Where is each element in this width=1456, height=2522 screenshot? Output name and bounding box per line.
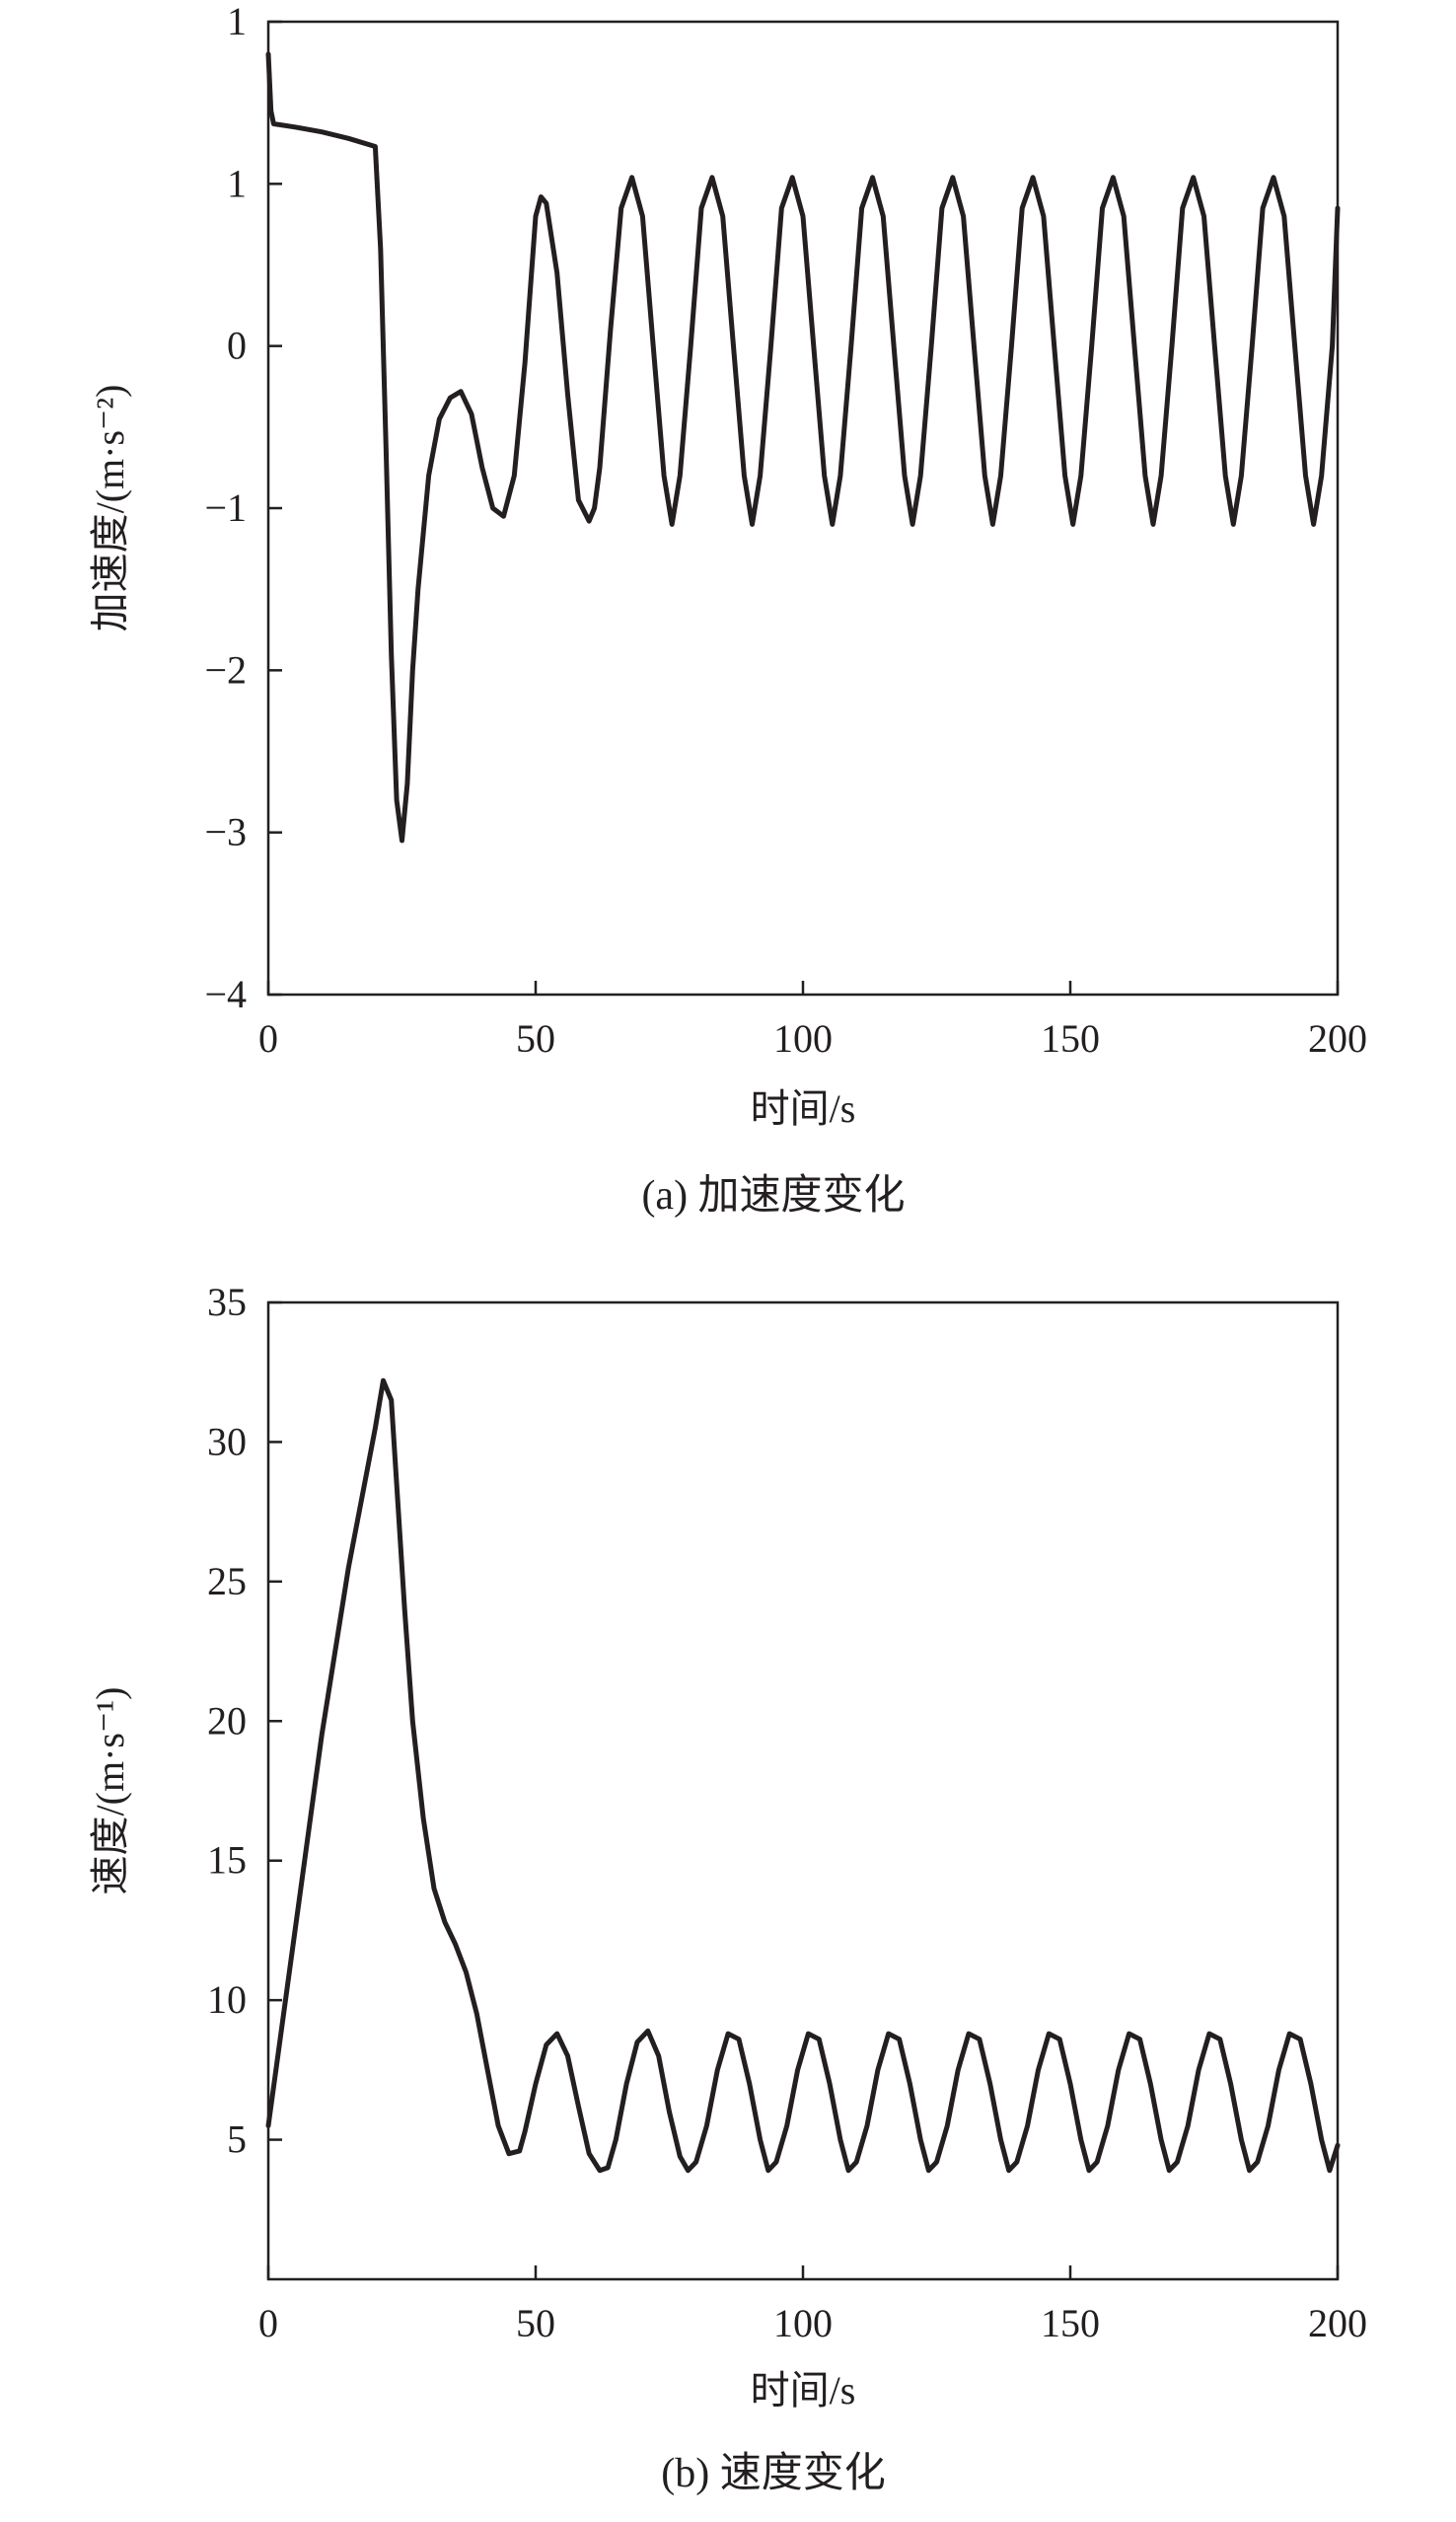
chart-acceleration: 0 50 100 150 200 −4 −3 −2 −1 0 1 1 时间/s 加速度/(m·s⁻²) (a… (88, 0, 1367, 1219)
x-tick-label: 150 (1041, 2301, 1100, 2345)
x-tick-label: 0 (258, 1016, 278, 1061)
y-tick-label: −1 (204, 485, 247, 530)
x-tick-label: 100 (773, 1016, 833, 1061)
x-axis-label: 时间/s (751, 2368, 856, 2412)
x-tick-label: 0 (258, 2301, 278, 2345)
y-tick-label: −3 (204, 810, 247, 854)
plot-frame (266, 20, 1340, 997)
y-axis-label: 加速度/(m·s⁻²) (88, 385, 132, 632)
y-tick-label: 30 (207, 1419, 247, 1463)
x-axis-label: 时间/s (751, 1086, 856, 1131)
plot-frame (266, 1300, 1340, 2281)
figure-caption: (b) 速度变化 (661, 2450, 885, 2496)
y-tick-label: −4 (204, 972, 247, 1016)
y-tick-label: 5 (227, 2117, 247, 2162)
y-tick-label: 10 (207, 1977, 247, 2022)
x-tick-label: 100 (773, 2301, 833, 2345)
y-tick-label: 25 (207, 1559, 247, 1603)
series-line (265, 1377, 1341, 2174)
y-tick-label: 0 (227, 324, 247, 368)
y-tick-label: −2 (204, 647, 247, 692)
x-tick-label: 200 (1308, 1016, 1367, 1061)
x-tick-label: 150 (1041, 1016, 1100, 1061)
y-tick-label: 1 (227, 161, 247, 205)
y-tick-label: 35 (207, 1280, 247, 1324)
series-line (265, 51, 1341, 844)
x-tick-label: 200 (1308, 2301, 1367, 2345)
y-tick-label: 15 (207, 1838, 247, 1883)
chart-velocity: 0 50 100 150 200 5 10 15 20 25 30 35 时间/s 速度/(m·s⁻¹) (… (88, 1280, 1367, 2496)
y-tick-label: 20 (207, 1698, 247, 1743)
x-tick-label: 50 (516, 2301, 555, 2345)
y-tick-label: 1 (227, 0, 247, 43)
x-tick-label: 50 (516, 1016, 555, 1061)
y-axis-label: 速度/(m·s⁻¹) (88, 1687, 132, 1895)
figure-caption: (a) 加速度变化 (641, 1172, 905, 1219)
